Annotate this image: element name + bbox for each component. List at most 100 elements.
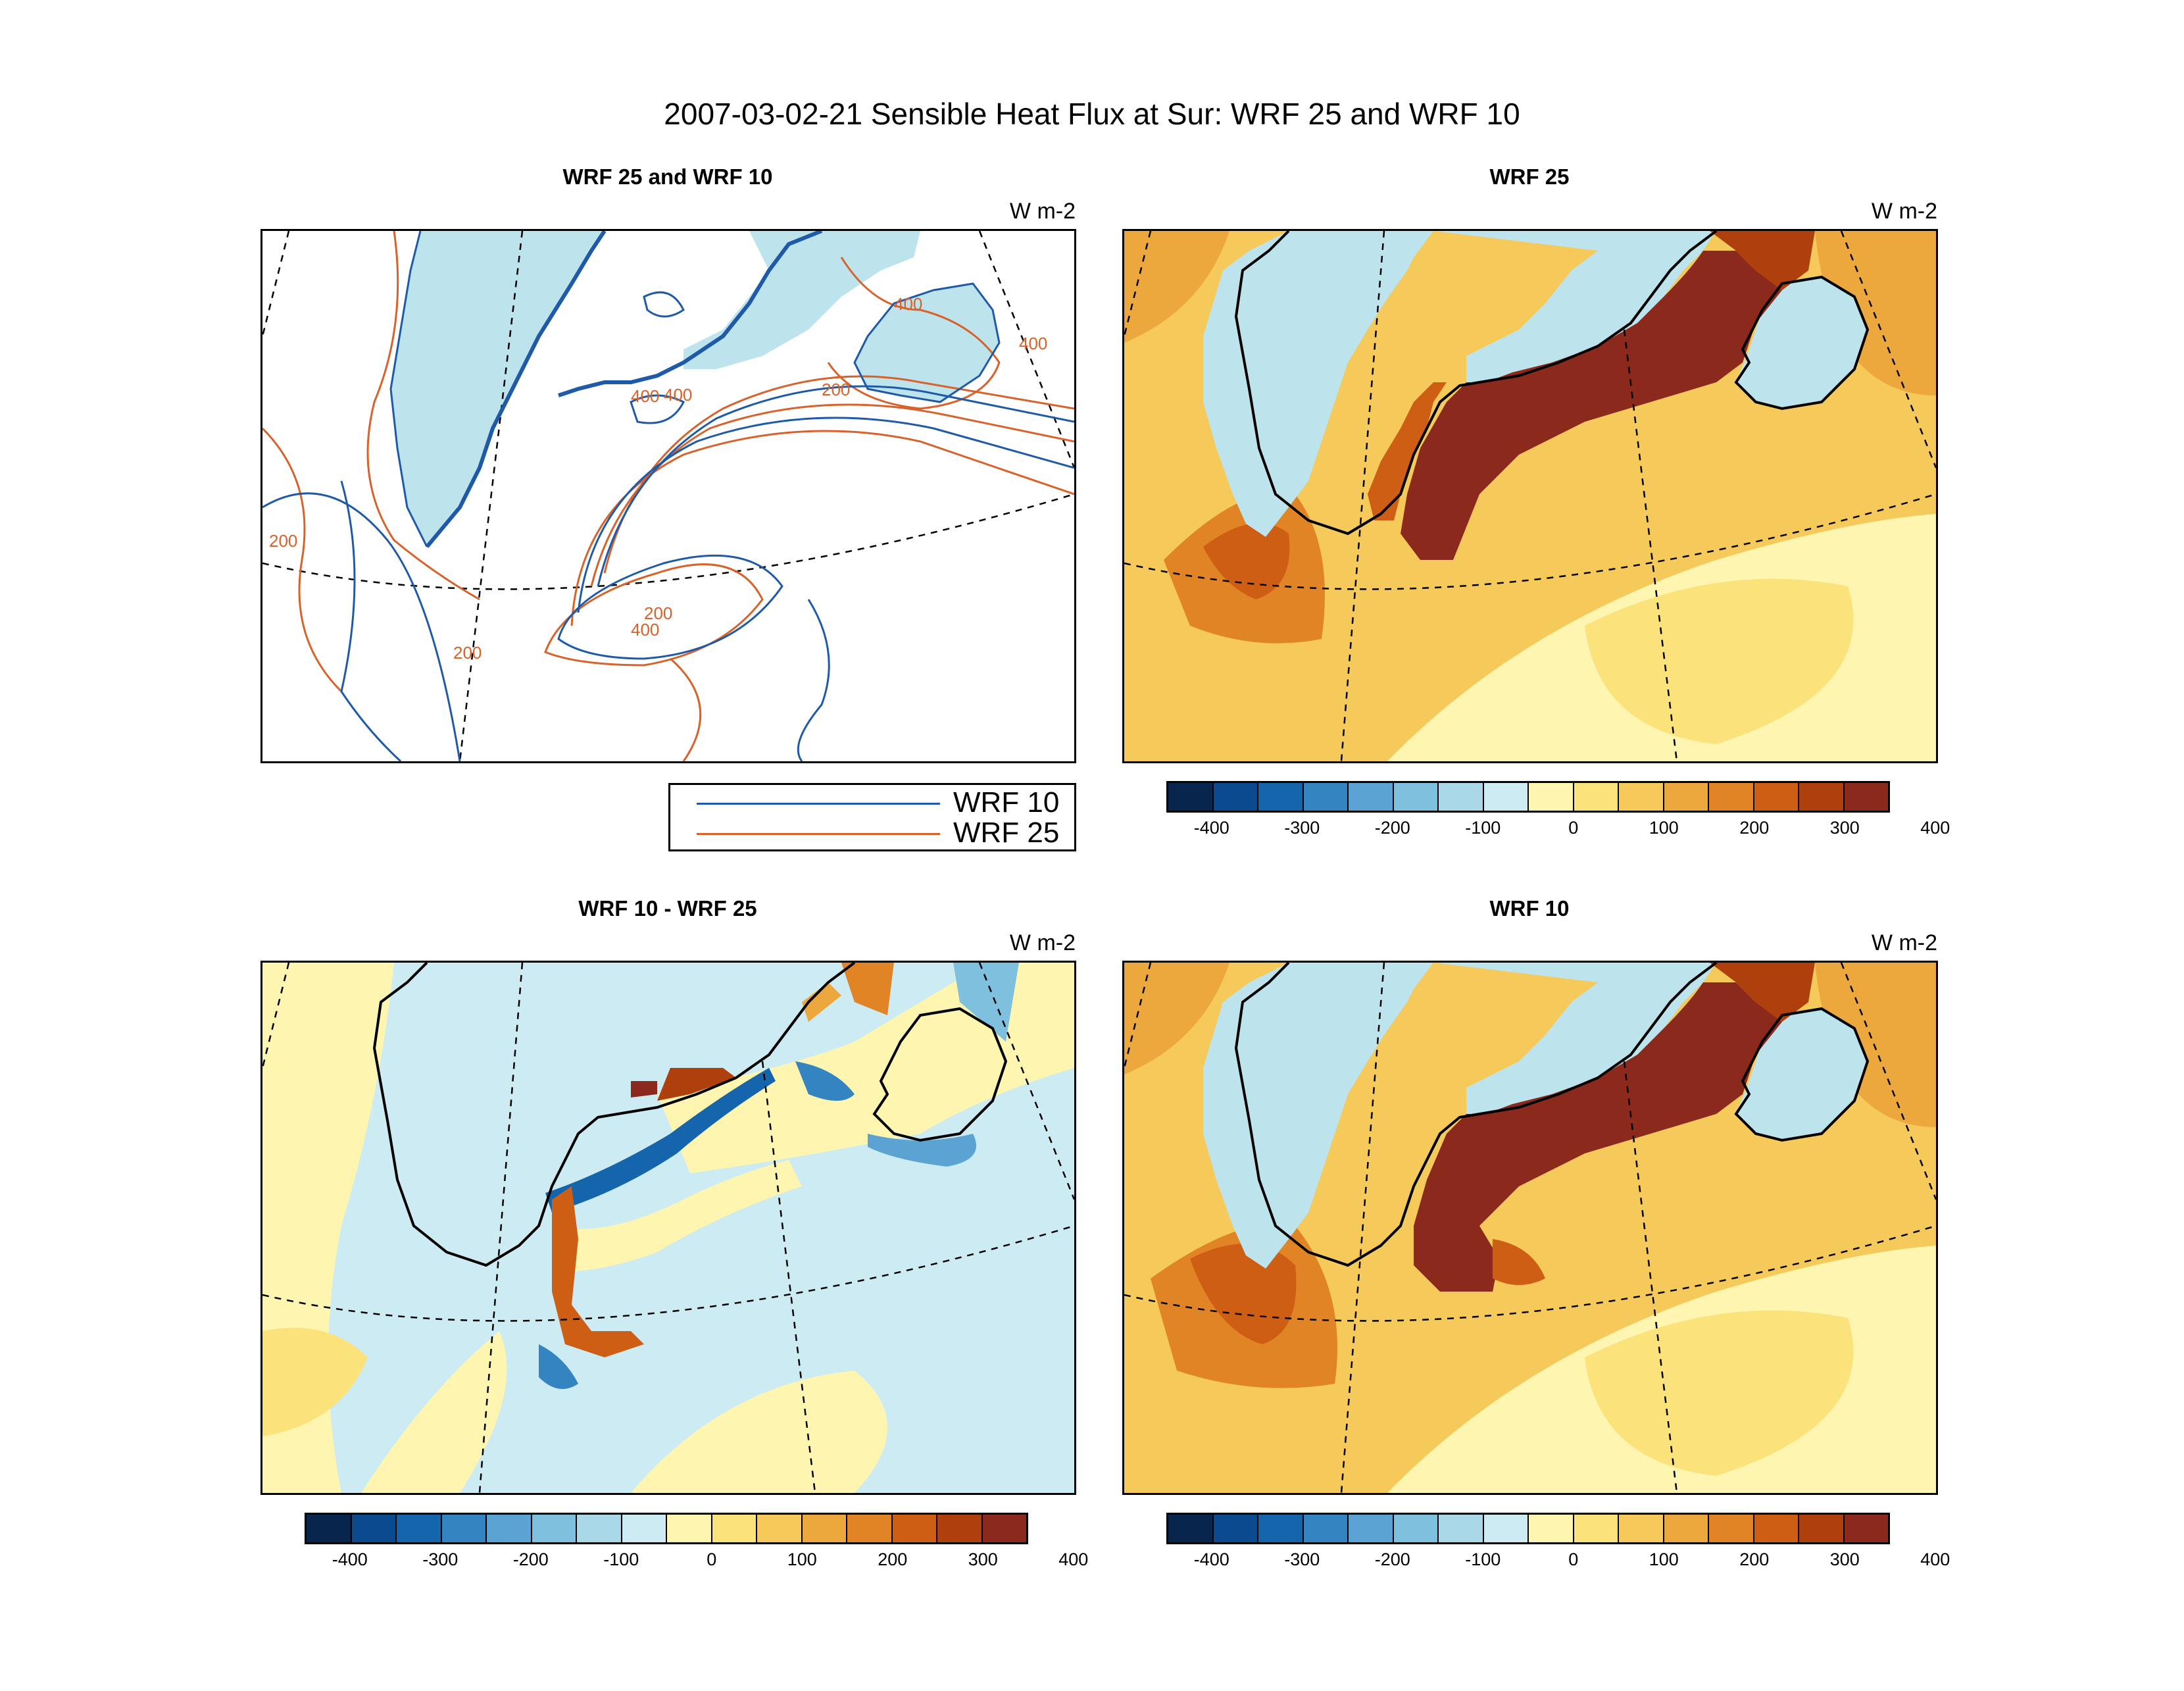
- colorbar-swatch: [1709, 1515, 1754, 1542]
- colorbar-swatch: [1529, 783, 1574, 811]
- line-legend: WRF 10 WRF 25: [668, 783, 1076, 851]
- colorbar-swatch: [712, 1515, 757, 1542]
- colorbar-swatch: [397, 1515, 442, 1542]
- colorbar-tick-label: -200: [1374, 818, 1410, 838]
- contour-label: 200: [269, 531, 297, 551]
- colorbar-tick-label: -400: [1193, 818, 1229, 838]
- contour-label: 400: [631, 386, 659, 406]
- colorbar-swatch: [622, 1515, 667, 1542]
- map-contour-overlay: 200 400 400 200 400 200 400 200 400: [261, 229, 1076, 763]
- legend-item-wrf10: WRF 10: [697, 788, 1091, 818]
- colorbar-swatch: [1303, 783, 1349, 811]
- colorbar-swatch: [667, 1515, 712, 1542]
- colorbar-swatch: [757, 1515, 803, 1542]
- colorbar-tick-label: -300: [1284, 1550, 1320, 1569]
- colorbar-labels-bottom-right: -400 -300 -200 -100 0 100 200 300 400: [1166, 1550, 1950, 1576]
- colorbar-tick-label: -400: [1193, 1550, 1229, 1569]
- contour-label: 400: [894, 294, 922, 314]
- colorbar-swatch: [1619, 1515, 1664, 1542]
- contour-label: 400: [631, 620, 659, 640]
- map-difference: [261, 961, 1076, 1495]
- colorbar-tick-label: 0: [1568, 818, 1579, 838]
- colorbar-swatch: [307, 1515, 352, 1542]
- colorbar-tick-label: -100: [1465, 1550, 1501, 1569]
- map-wrf25: [1122, 229, 1938, 763]
- colorbar-swatch: [1754, 783, 1799, 811]
- legend-swatch: [697, 833, 940, 835]
- colorbar-tick-label: -300: [1284, 818, 1320, 838]
- units-bottom-right: W m-2: [1871, 930, 1937, 955]
- colorbar-swatch: [1483, 783, 1529, 811]
- colorbar-swatch: [1258, 783, 1304, 811]
- colorbar-swatch: [1844, 1515, 1888, 1542]
- colorbar-tick-label: -200: [1374, 1550, 1410, 1569]
- colorbar-tick-label: 400: [1058, 1550, 1089, 1569]
- colorbar-swatch: [847, 1515, 893, 1542]
- colorbar-swatch: [1393, 1515, 1439, 1542]
- contour-label: 400: [1019, 334, 1047, 353]
- units-top-left: W m-2: [1009, 199, 1076, 224]
- colorbar-swatch: [1664, 1515, 1709, 1542]
- panel-title-bottom-left: WRF 10 - WRF 25: [578, 896, 757, 921]
- colorbar-tick-label: 100: [787, 1550, 817, 1569]
- colorbar-swatch: [1349, 783, 1394, 811]
- land-region: [391, 231, 605, 547]
- land-region: [683, 231, 920, 369]
- colorbar-tick-label: 300: [968, 1550, 998, 1569]
- colorbar-tick-label: 0: [707, 1550, 717, 1569]
- colorbar-swatch: [1303, 1515, 1349, 1542]
- colorbar-bottom-left: [305, 1513, 1028, 1544]
- colorbar-tick-label: 200: [1739, 818, 1770, 838]
- colorbar-tick-label: -100: [603, 1550, 639, 1569]
- colorbar-swatch: [1213, 783, 1258, 811]
- colorbar-tick-label: -300: [422, 1550, 459, 1569]
- colorbar-tick-label: 200: [1739, 1550, 1770, 1569]
- colorbar-swatch: [1799, 1515, 1845, 1542]
- colorbar-tick-label: -200: [512, 1550, 549, 1569]
- legend-label: WRF 10: [953, 786, 1060, 819]
- contour-label: 200: [644, 603, 672, 623]
- colorbar-swatch: [982, 1515, 1026, 1542]
- contour-label: 200: [822, 380, 850, 399]
- contour-label: 200: [453, 643, 482, 663]
- colorbar-swatch: [577, 1515, 622, 1542]
- colorbar-swatch: [1439, 1515, 1484, 1542]
- colorbar-swatch: [441, 1515, 487, 1542]
- colorbar-swatch: [1529, 1515, 1574, 1542]
- land-region: [855, 284, 999, 402]
- colorbar-swatch: [1483, 1515, 1529, 1542]
- colorbar-swatch: [802, 1515, 847, 1542]
- colorbar-swatch: [1349, 1515, 1394, 1542]
- panel-title-top-right: WRF 25: [1489, 164, 1570, 189]
- colorbar-tick-label: 300: [1829, 818, 1860, 838]
- panel-title-bottom-right: WRF 10: [1489, 896, 1570, 921]
- colorbar-swatch: [1709, 783, 1754, 811]
- map-wrf10: [1122, 961, 1938, 1495]
- colorbar-tick-label: 100: [1649, 1550, 1679, 1569]
- colorbar-tick-label: 400: [1920, 818, 1950, 838]
- colorbar-swatch: [532, 1515, 577, 1542]
- colorbar-swatch: [1168, 783, 1214, 811]
- colorbar-swatch: [937, 1515, 983, 1542]
- colorbar-swatch: [1664, 783, 1709, 811]
- colorbar-labels-top-right: -400 -300 -200 -100 0 100 200 300 400: [1166, 818, 1950, 844]
- colorbar-swatch: [1213, 1515, 1258, 1542]
- colorbar-swatch: [351, 1515, 397, 1542]
- contour-label: 400: [664, 385, 692, 405]
- colorbar-labels-bottom-left: -400 -300 -200 -100 0 100 200 300 400: [305, 1550, 1089, 1576]
- colorbar-swatch: [1799, 783, 1845, 811]
- colorbar-swatch: [1619, 783, 1664, 811]
- panel-title-top-left: WRF 25 and WRF 10: [562, 164, 773, 189]
- legend-swatch: [697, 803, 940, 805]
- colorbar-swatch: [1574, 783, 1619, 811]
- colorbar-swatch: [487, 1515, 532, 1542]
- colorbar-swatch: [892, 1515, 937, 1542]
- colorbar-swatch: [1439, 783, 1484, 811]
- colorbar-tick-label: -100: [1465, 818, 1501, 838]
- colorbar-swatch: [1574, 1515, 1619, 1542]
- colorbar-swatch: [1258, 1515, 1304, 1542]
- units-top-right: W m-2: [1871, 199, 1937, 224]
- units-bottom-left: W m-2: [1009, 930, 1076, 955]
- colorbar-swatch: [1844, 783, 1888, 811]
- colorbar-bottom-right: [1166, 1513, 1890, 1544]
